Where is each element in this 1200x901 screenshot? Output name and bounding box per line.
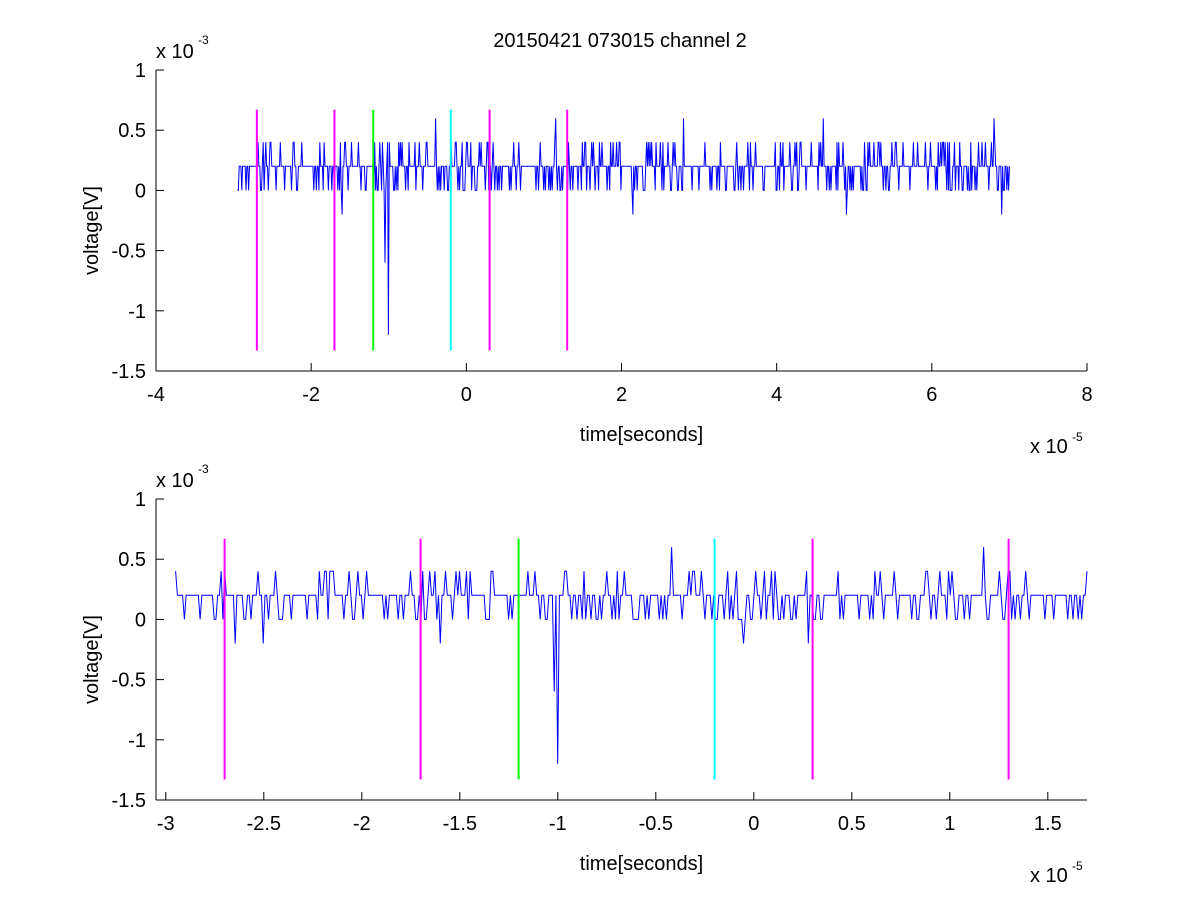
x-tick-label: 1.5 — [1034, 813, 1062, 835]
x-tick-label: -2.5 — [247, 813, 281, 835]
y-tick-label: -1 — [128, 730, 146, 752]
x-tick-label: 8 — [1081, 384, 1092, 406]
signal-trace — [175, 547, 1088, 764]
x-multiplier-label: x 10 — [1030, 436, 1068, 458]
y-multiplier-exponent: -3 — [198, 462, 209, 476]
y-multiplier-label: x 10 — [156, 41, 194, 63]
y-axis-label: voltage[V] — [81, 615, 103, 704]
y-tick-label: -1.5 — [112, 361, 146, 383]
y-multiplier-exponent: -3 — [198, 33, 209, 47]
y-tick-label: -1.5 — [112, 790, 146, 812]
x-tick-label: -0.5 — [639, 813, 673, 835]
x-tick-label: -3 — [157, 813, 175, 835]
x-axis-label: time[seconds] — [580, 853, 703, 875]
x-tick-label: 4 — [771, 384, 782, 406]
y-tick-label: 0.5 — [118, 120, 146, 142]
x-tick-label: -2 — [353, 813, 371, 835]
x-tick-label: -1.5 — [443, 813, 477, 835]
x-multiplier-exponent: -5 — [1072, 859, 1083, 873]
x-tick-label: -2 — [302, 384, 320, 406]
y-axis-label: voltage[V] — [81, 186, 103, 275]
y-tick-label: 0 — [135, 609, 146, 631]
x-tick-label: 0 — [461, 384, 472, 406]
x-tick-label: 6 — [926, 384, 937, 406]
x-axis-label: time[seconds] — [580, 424, 703, 446]
x-tick-label: -4 — [147, 384, 165, 406]
x-tick-label: -1 — [549, 813, 567, 835]
y-multiplier-label: x 10 — [156, 470, 194, 492]
x-multiplier-exponent: -5 — [1072, 430, 1083, 444]
x-tick-label: 0 — [748, 813, 759, 835]
y-tick-label: 0 — [135, 180, 146, 202]
y-tick-label: 1 — [135, 489, 146, 511]
x-tick-label: 2 — [616, 384, 627, 406]
top-plot: -4 -2 0 2 4 6 8 1 0.5 0 -0.5 -1 -1.5 time[seconds] vol… — [81, 33, 1093, 458]
figure-title: 20150421 073015 channel 2 — [493, 30, 747, 52]
y-tick-label: -0.5 — [112, 241, 146, 263]
y-tick-label: 0.5 — [118, 549, 146, 571]
x-tick-label: 1 — [944, 813, 955, 835]
x-multiplier-label: x 10 — [1030, 865, 1068, 887]
y-tick-label: 1 — [135, 60, 146, 82]
x-tick-label: 0.5 — [838, 813, 866, 835]
bottom-plot: -3 -2.5 -2 -1.5 -1 -0.5 0 0.5 1 1.5 1 0.5 0 -0.5 -1 -1.… — [81, 462, 1088, 887]
y-tick-label: -1 — [128, 301, 146, 323]
y-tick-label: -0.5 — [112, 670, 146, 692]
signal-trace — [237, 118, 1010, 335]
